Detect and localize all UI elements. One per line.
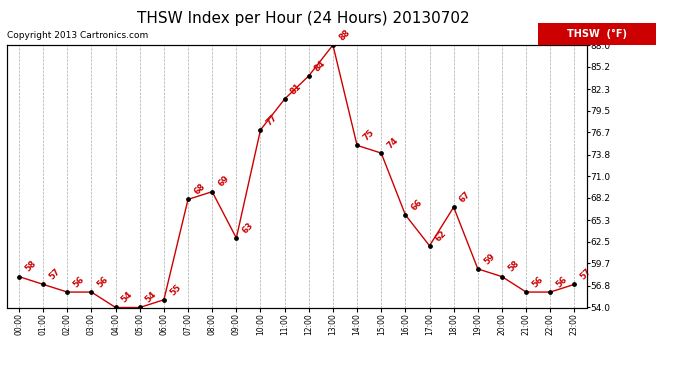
Text: 74: 74	[386, 136, 400, 150]
Point	[352, 142, 363, 148]
Point	[207, 189, 218, 195]
Text: THSW Index per Hour (24 Hours) 20130702: THSW Index per Hour (24 Hours) 20130702	[137, 11, 470, 26]
Text: 56: 56	[555, 274, 569, 289]
Point	[521, 289, 532, 295]
Point	[231, 235, 242, 241]
Text: 54: 54	[120, 290, 135, 305]
Text: 56: 56	[96, 274, 110, 289]
Point	[569, 281, 580, 287]
Text: 68: 68	[193, 182, 207, 196]
Text: 62: 62	[434, 228, 448, 243]
Text: 66: 66	[410, 197, 424, 212]
Point	[497, 274, 508, 280]
Point	[159, 297, 170, 303]
Point	[376, 150, 387, 156]
Point	[183, 196, 194, 202]
Text: 58: 58	[23, 259, 38, 274]
Text: 77: 77	[265, 112, 279, 127]
Text: 69: 69	[217, 174, 231, 189]
Text: 57: 57	[579, 267, 593, 282]
Text: 59: 59	[482, 252, 497, 266]
Text: 67: 67	[458, 190, 473, 204]
Point	[62, 289, 73, 295]
Text: Copyright 2013 Cartronics.com: Copyright 2013 Cartronics.com	[7, 31, 148, 40]
Text: 55: 55	[168, 282, 183, 297]
Text: 56: 56	[531, 274, 545, 289]
Text: 58: 58	[506, 259, 521, 274]
Text: 57: 57	[48, 267, 62, 282]
Text: 75: 75	[362, 128, 376, 142]
Point	[14, 274, 25, 280]
Point	[473, 266, 484, 272]
Text: 63: 63	[241, 220, 255, 235]
Point	[424, 243, 435, 249]
Point	[110, 304, 121, 310]
Text: 84: 84	[313, 58, 328, 73]
Point	[255, 127, 266, 133]
Point	[135, 304, 146, 310]
Text: 88: 88	[337, 28, 352, 42]
Point	[304, 73, 315, 79]
Point	[448, 204, 460, 210]
Text: 54: 54	[144, 290, 159, 305]
Text: THSW  (°F): THSW (°F)	[567, 29, 627, 39]
Text: 56: 56	[72, 274, 86, 289]
Point	[279, 96, 290, 102]
Text: 81: 81	[289, 82, 304, 96]
Point	[328, 42, 339, 48]
Point	[86, 289, 97, 295]
Point	[400, 212, 411, 218]
Point	[545, 289, 556, 295]
Point	[38, 281, 48, 287]
